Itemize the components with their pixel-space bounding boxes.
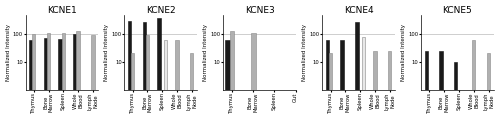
Bar — [142, 22, 146, 119]
Title: KCNE4: KCNE4 — [344, 6, 374, 15]
Bar — [190, 53, 194, 119]
Bar — [164, 40, 167, 119]
Bar — [388, 51, 392, 119]
Bar — [47, 33, 50, 119]
Bar — [76, 31, 80, 119]
Bar — [225, 40, 230, 119]
Bar — [29, 40, 32, 119]
Bar — [128, 21, 131, 119]
Bar — [176, 40, 178, 119]
Bar — [326, 40, 329, 119]
Bar — [62, 33, 65, 119]
Bar — [251, 33, 256, 119]
Bar — [424, 51, 428, 119]
Y-axis label: Normalized Intensity: Normalized Intensity — [6, 24, 10, 81]
Bar — [362, 37, 365, 119]
Bar — [92, 35, 94, 119]
Bar — [340, 40, 344, 119]
Y-axis label: Normalized Intensity: Normalized Intensity — [302, 24, 308, 81]
Bar — [440, 51, 442, 119]
Bar — [146, 35, 149, 119]
Bar — [158, 18, 160, 119]
Bar — [73, 34, 76, 119]
Title: KCNE5: KCNE5 — [442, 6, 472, 15]
Title: KCNE2: KCNE2 — [146, 6, 176, 15]
Title: KCNE3: KCNE3 — [244, 6, 274, 15]
Bar — [230, 31, 234, 119]
Bar — [454, 62, 458, 119]
Bar — [355, 22, 358, 119]
Bar — [44, 38, 47, 119]
Y-axis label: Normalized Intensity: Normalized Intensity — [402, 24, 406, 81]
Y-axis label: Normalized Intensity: Normalized Intensity — [104, 24, 110, 81]
Bar — [472, 40, 476, 119]
Bar — [32, 34, 35, 119]
Bar — [374, 51, 376, 119]
Bar — [58, 39, 61, 119]
Bar — [131, 53, 134, 119]
Bar — [329, 53, 332, 119]
Y-axis label: Normalized Intensity: Normalized Intensity — [204, 24, 208, 81]
Title: KCNE1: KCNE1 — [47, 6, 76, 15]
Bar — [487, 53, 490, 119]
